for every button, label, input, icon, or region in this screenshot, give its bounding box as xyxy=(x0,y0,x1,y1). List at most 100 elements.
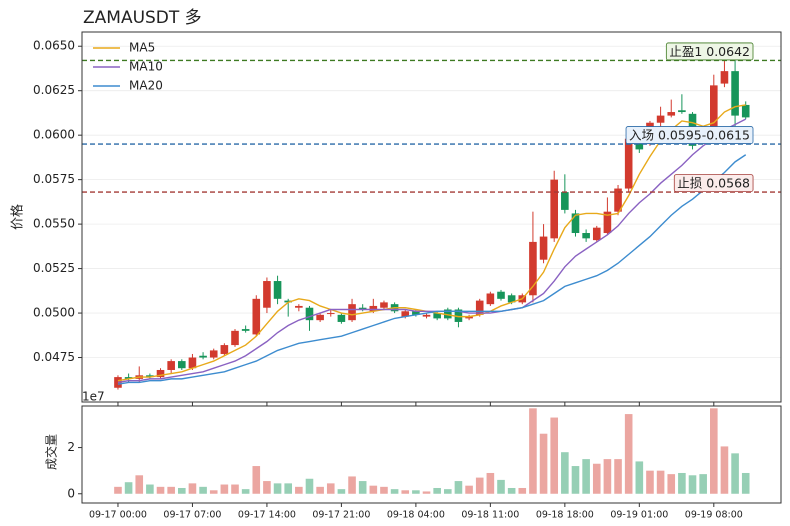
volume-axes-frame xyxy=(81,405,782,504)
candle-body xyxy=(178,361,186,369)
legend: MA5 MA10 MA20 xyxy=(93,41,163,93)
candle-body xyxy=(550,179,559,239)
volume-bar xyxy=(412,490,420,494)
level-box: 入场 0.0595-0.0615 xyxy=(625,126,754,144)
candle-body xyxy=(188,357,197,369)
candle-body xyxy=(284,300,293,303)
candle-body xyxy=(614,188,622,212)
y-tick-label: 0.0550 xyxy=(33,217,75,231)
candle-body xyxy=(124,377,133,379)
volume-bar xyxy=(326,483,335,494)
volume-bar xyxy=(529,408,537,494)
y-tick-label: 0.0625 xyxy=(33,83,75,97)
candle-body xyxy=(741,104,750,118)
x-tick-label: 09-17 07:00 xyxy=(163,510,221,521)
legend-label: MA10 xyxy=(129,60,163,74)
candle-body xyxy=(656,115,665,123)
candle-body xyxy=(241,329,250,331)
volume-bar xyxy=(220,484,229,494)
candle-body xyxy=(539,236,548,260)
x-tick-label: 09-17 14:00 xyxy=(238,510,296,521)
candle-body xyxy=(380,302,388,308)
candle-body xyxy=(465,316,473,319)
candle-body xyxy=(305,307,314,321)
candle-body xyxy=(507,295,516,303)
candle-body xyxy=(412,311,420,315)
volume-bar xyxy=(678,472,686,494)
candle-body xyxy=(710,85,718,136)
volume-bar xyxy=(209,490,218,494)
level-box-bg xyxy=(665,42,754,61)
level-label: 入场 0.0595-0.0615 xyxy=(629,128,750,143)
y-tick-label: 0.0600 xyxy=(33,128,75,142)
candle-body xyxy=(635,138,644,150)
volume-bar xyxy=(305,478,314,494)
candle-body xyxy=(358,307,367,310)
y-tick-label: 0.0650 xyxy=(33,39,75,53)
volume-offset: 1e7 xyxy=(82,390,105,404)
volume-bar xyxy=(337,489,346,494)
candle-body xyxy=(529,241,537,296)
candle-body xyxy=(369,305,378,312)
volume-bar xyxy=(592,463,601,494)
candle-body xyxy=(720,71,729,84)
volume-bar xyxy=(114,486,122,494)
volume-bar xyxy=(571,466,580,494)
candle-body xyxy=(252,298,261,335)
volume-tick-label: 2 xyxy=(67,440,75,454)
volume-bar xyxy=(316,486,324,494)
price-axes-frame xyxy=(81,31,782,403)
legend-label: MA20 xyxy=(129,79,163,93)
candle-body xyxy=(454,309,463,322)
volume-bar xyxy=(656,470,665,494)
candle-body xyxy=(592,227,601,241)
candle-body xyxy=(667,112,676,116)
candle-body xyxy=(422,314,431,317)
x-tick-label: 09-17 00:00 xyxy=(89,510,147,521)
x-tick-label: 09-19 01:00 xyxy=(610,510,668,521)
y-tick-label: 0.0500 xyxy=(33,306,75,320)
candle-body xyxy=(678,110,686,113)
level-label: 止损 0.0568 xyxy=(677,176,750,191)
volume-bar xyxy=(539,433,548,494)
candle-body xyxy=(199,355,207,358)
volume-bar xyxy=(146,484,154,494)
candle-body xyxy=(167,361,175,370)
candle-body xyxy=(603,211,612,234)
volume-bar xyxy=(241,489,250,494)
candle-body xyxy=(146,375,154,378)
level-box: 止盈1 0.0642 xyxy=(665,42,754,61)
candle-body xyxy=(433,313,441,319)
candle-body xyxy=(337,314,346,322)
volume-bar xyxy=(518,487,527,494)
volume-bar xyxy=(741,472,750,494)
volume-bar xyxy=(582,459,590,494)
chart-title: ZAMAUSDT 多 xyxy=(83,8,202,28)
candle-body xyxy=(263,281,271,308)
candle-body xyxy=(231,330,239,346)
candle-body xyxy=(475,300,484,315)
volume-bar xyxy=(731,453,739,494)
volume-bar xyxy=(231,484,239,494)
volume-bar xyxy=(135,475,144,494)
candle-body xyxy=(295,305,303,308)
ma-line xyxy=(117,118,747,384)
volume-bar xyxy=(124,482,133,494)
candle-body xyxy=(561,192,569,210)
volume-bar xyxy=(720,446,729,494)
candle-body xyxy=(348,304,356,321)
volume-bar xyxy=(624,414,633,494)
candle-body xyxy=(326,313,335,315)
candle-body xyxy=(209,350,218,358)
volume-bar xyxy=(380,486,388,494)
volume-bar xyxy=(348,476,356,494)
volume-bar xyxy=(263,481,271,494)
volume-bar xyxy=(486,472,495,494)
candle-body xyxy=(444,309,452,319)
candle-body xyxy=(273,281,282,299)
volume-bar xyxy=(550,417,559,494)
volume-bar xyxy=(273,483,282,494)
volume-bar xyxy=(188,483,197,494)
